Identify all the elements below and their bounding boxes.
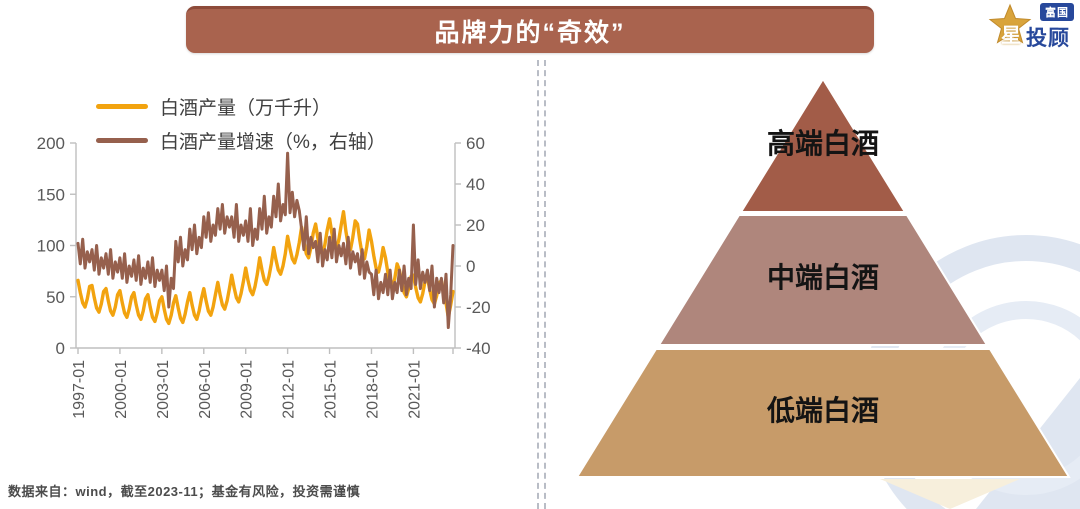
growth-line-series (76, 151, 455, 329)
legend-label-growth: 白酒产量增速（%，右轴） (160, 132, 386, 153)
pyramid-label-low: 低端白酒 (766, 394, 879, 426)
pyramid-label-high: 高端白酒 (767, 127, 879, 159)
logo-star-char: 星 (1001, 25, 1021, 47)
liquor-tier-pyramid: 高端白酒 中端白酒 低端白酒 (575, 77, 1080, 509)
x-axis-tick-label: 1997-01 (71, 360, 88, 419)
legend-swatch-growth (96, 138, 148, 143)
y-axis-right-tick-label: -40 (466, 339, 491, 358)
star-icon: 星 (988, 3, 1032, 49)
x-axis-tick-label: 2018-01 (364, 360, 381, 419)
x-axis-tick-label: 2003-01 (155, 360, 172, 419)
x-axis-tick-label: 2009-01 (239, 360, 256, 419)
production-growth-line-chart: 0 50 100 150 200 -40 -20 0 20 40 60 1997-01 2000-01 2… (37, 134, 491, 419)
y-axis-left-tick-label: 0 (56, 339, 65, 358)
pyramid-tier-low (575, 348, 1071, 478)
legend-label-production: 白酒产量（万千升） (160, 98, 332, 119)
y-axis-right-tick-label: 60 (466, 134, 485, 153)
y-axis-right-tick-label: -20 (466, 298, 491, 317)
brand-logo: 星 富国 投顾 (988, 3, 1074, 52)
section-divider (537, 60, 546, 509)
y-axis-right-tick-label: 0 (466, 257, 475, 276)
x-axis-tick-label: 2015-01 (323, 360, 340, 419)
legend-swatch-production (96, 104, 148, 109)
y-axis-left-tick-label: 50 (46, 288, 65, 307)
pyramid-tier-high (739, 77, 907, 213)
legend-item-production: 白酒产量（万千升） (96, 93, 386, 120)
logo-brand-text: 投顾 (1026, 27, 1070, 50)
x-axis-tick-label: 2021-01 (406, 360, 423, 419)
y-axis-right-tick-label: 40 (466, 175, 485, 194)
x-axis-tick-label: 2006-01 (197, 360, 214, 419)
y-axis-right-tick-label: 20 (466, 216, 485, 235)
x-axis-tick-label: 2012-01 (281, 360, 298, 419)
y-axis-left-tick-label: 200 (37, 134, 65, 153)
legend-item-growth: 白酒产量增速（%，右轴） (96, 127, 386, 154)
data-source-note: 数据来自：wind，截至2023-11；基金有风险，投资需谨慎 (8, 484, 361, 499)
logo-badge: 富国 (1040, 3, 1074, 21)
page-title: 品牌力的“奇效” (186, 6, 874, 53)
pyramid-tier-mid (657, 214, 989, 346)
chart-legend: 白酒产量（万千升） 白酒产量增速（%，右轴） (96, 93, 386, 154)
y-axis-left-tick-label: 150 (37, 185, 65, 204)
pyramid-label-mid: 中端白酒 (767, 261, 879, 293)
y-axis-left-tick-label: 100 (37, 237, 65, 256)
x-axis-tick-label: 2000-01 (113, 360, 130, 419)
